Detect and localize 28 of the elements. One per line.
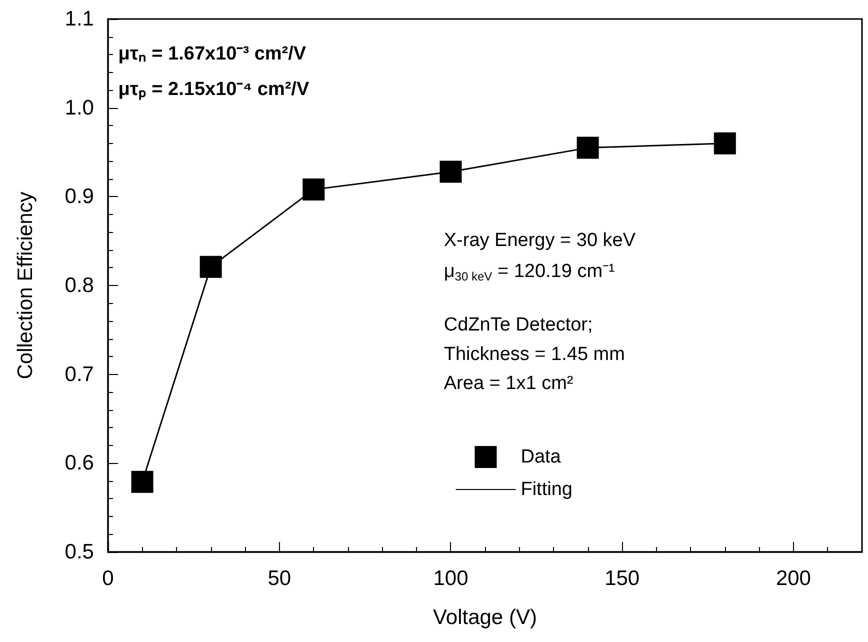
point	[440, 160, 462, 183]
y-tick-label: 0.8	[64, 274, 94, 297]
y-tick-label: 0.9	[64, 185, 94, 208]
y-tick-label: 1.0	[64, 96, 94, 120]
annotation: Area = 1x1 cm²	[444, 373, 574, 394]
point	[576, 136, 599, 159]
point	[714, 132, 736, 154]
x-tick-label: 0	[102, 567, 114, 590]
annotation: μτₚ = 2.15x10⁻⁴ cm²/V	[118, 79, 310, 100]
annotation: X-ray Energy = 30 keV	[444, 230, 636, 252]
y-tick-label: 0.5	[64, 540, 94, 564]
annotation: μτₙ = 1.67x10⁻³ cm²/V	[118, 44, 306, 65]
y-axis-title: Collection Efficiency	[14, 191, 37, 380]
x-tick-label: 200	[776, 567, 811, 590]
x-tick-label: 50	[268, 567, 292, 590]
y-tick-label: 0.7	[64, 362, 94, 386]
annotation: Thickness = 1.45 mm	[444, 344, 625, 365]
legend-label: Fitting	[520, 478, 572, 500]
point	[200, 256, 222, 278]
x-tick-label: 100	[433, 567, 468, 590]
legend-label: Data	[520, 446, 562, 468]
point	[302, 178, 325, 201]
annotation: CdZnTe Detector;	[444, 314, 593, 336]
y-tick-label: 1.1	[64, 8, 94, 30]
point	[131, 470, 154, 493]
x-tick-label: 150	[604, 567, 640, 590]
x-axis-title: Voltage (V)	[433, 606, 537, 629]
y-tick-label: 0.6	[64, 452, 94, 475]
